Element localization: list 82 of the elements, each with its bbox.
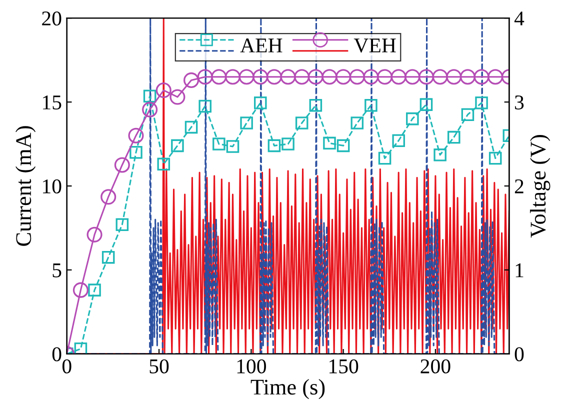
point (266, 69, 282, 85)
y2-tick-label: 3 (515, 95, 524, 110)
point (130, 146, 142, 159)
x-tick-label: 150 (330, 359, 358, 374)
point (128, 128, 144, 144)
point (336, 69, 352, 85)
x-tick-label: 50 (150, 359, 169, 374)
point (240, 116, 253, 130)
point (363, 69, 379, 85)
point (226, 140, 240, 153)
y-tick-label: 20 (42, 11, 62, 26)
point (447, 130, 460, 144)
point (280, 69, 296, 85)
point (282, 138, 294, 150)
point (171, 139, 184, 152)
point (434, 148, 446, 162)
point (460, 69, 476, 85)
point (432, 69, 448, 85)
point (74, 342, 88, 354)
point (376, 69, 393, 85)
point (322, 69, 338, 85)
y-tick-label: 5 (52, 264, 62, 278)
point (197, 69, 213, 85)
point (88, 284, 101, 296)
point (406, 112, 419, 126)
point (308, 69, 324, 85)
point (114, 157, 130, 173)
point (212, 138, 226, 150)
point (170, 89, 186, 105)
point (294, 69, 310, 85)
point (364, 99, 378, 112)
point (198, 100, 212, 113)
point (418, 69, 434, 85)
point (142, 102, 158, 118)
point (323, 136, 336, 150)
point (461, 108, 474, 122)
point (184, 120, 198, 134)
point (350, 116, 364, 130)
point (268, 139, 281, 152)
point (390, 69, 406, 85)
point (102, 250, 115, 264)
point (349, 69, 365, 85)
y-tick-label: 10 (43, 179, 62, 194)
point (116, 218, 129, 231)
y-tick-label: 15 (43, 96, 62, 110)
point (143, 90, 156, 103)
point (336, 139, 350, 152)
point (238, 69, 254, 85)
point (420, 98, 433, 111)
point (252, 69, 268, 85)
x-tick-label: 100 (237, 359, 266, 374)
y2-axis-title: Voltage (V) (530, 135, 550, 238)
point (475, 96, 488, 110)
point (309, 99, 322, 112)
point (211, 69, 227, 85)
point (157, 158, 170, 171)
point (295, 116, 308, 130)
point (488, 69, 504, 85)
y2-tick-label: 1 (516, 263, 524, 278)
point (488, 152, 502, 165)
point (378, 152, 392, 165)
point (392, 134, 405, 148)
y2-tick-label: 2 (514, 179, 524, 194)
point (86, 226, 102, 242)
point (183, 72, 200, 88)
y2-tick-label: 0 (514, 347, 524, 362)
point (254, 96, 267, 110)
x-tick-label: 0 (62, 359, 72, 374)
x-tick-label: 200 (420, 359, 450, 374)
point (156, 82, 172, 98)
point (446, 69, 462, 85)
legend-label: AEH (240, 38, 282, 52)
point (224, 69, 241, 85)
y-tick-label: 0 (52, 347, 62, 362)
y-axis-title: Current (mA) (15, 126, 36, 246)
point (72, 282, 88, 298)
y2-tick-label: 4 (514, 12, 524, 26)
point (100, 189, 116, 205)
legend-label: VEH (354, 38, 396, 53)
point (474, 69, 490, 85)
point (404, 69, 420, 85)
x-axis-title: Time (s) (250, 379, 325, 400)
